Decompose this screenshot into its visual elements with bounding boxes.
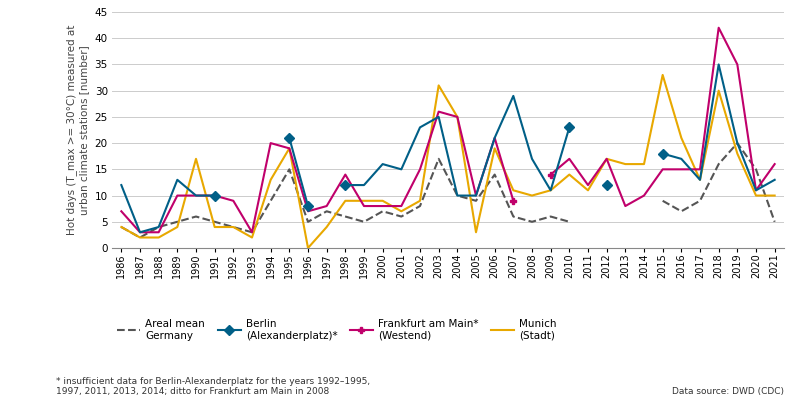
Frankfurt am Main*
(Westend) <box>229 198 238 203</box>
Munich
(Stadt) <box>509 188 518 193</box>
Munich
(Stadt) <box>751 193 761 198</box>
Frankfurt am Main*
(Westend) <box>247 230 257 235</box>
Frankfurt am Main*
(Westend) <box>154 230 163 235</box>
Munich
(Stadt) <box>303 246 313 250</box>
Frankfurt am Main*
(Westend) <box>266 141 275 146</box>
Areal mean
Germany <box>303 219 313 224</box>
Areal mean
Germany <box>210 219 219 224</box>
Frankfurt am Main*
(Westend) <box>490 136 499 140</box>
Areal mean
Germany <box>285 167 294 172</box>
Areal mean
Germany <box>490 172 499 177</box>
Line: Munich
(Stadt): Munich (Stadt) <box>122 75 774 248</box>
Munich
(Stadt) <box>714 88 723 93</box>
Areal mean
Germany <box>471 198 481 203</box>
Areal mean
Germany <box>565 219 574 224</box>
Text: Data source: DWD (CDC): Data source: DWD (CDC) <box>672 387 784 396</box>
Munich
(Stadt) <box>359 198 369 203</box>
Frankfurt am Main*
(Westend) <box>191 193 201 198</box>
Frankfurt am Main*
(Westend) <box>117 209 126 214</box>
Munich
(Stadt) <box>210 225 219 230</box>
Munich
(Stadt) <box>173 225 182 230</box>
Munich
(Stadt) <box>658 72 667 77</box>
Berlin
(Alexanderplatz)* <box>135 230 145 235</box>
Text: * insufficient data for Berlin-Alexanderplatz for the years 1992–1995,
1997, 201: * insufficient data for Berlin-Alexander… <box>56 377 370 396</box>
Munich
(Stadt) <box>135 235 145 240</box>
Areal mean
Germany <box>453 193 462 198</box>
Areal mean
Germany <box>434 156 443 161</box>
Munich
(Stadt) <box>695 178 705 182</box>
Munich
(Stadt) <box>397 209 406 214</box>
Munich
(Stadt) <box>490 146 499 151</box>
Frankfurt am Main*
(Westend) <box>322 204 331 208</box>
Areal mean
Germany <box>135 235 145 240</box>
Munich
(Stadt) <box>453 114 462 119</box>
Frankfurt am Main*
(Westend) <box>135 230 145 235</box>
Frankfurt am Main*
(Westend) <box>173 193 182 198</box>
Munich
(Stadt) <box>639 162 649 166</box>
Areal mean
Germany <box>266 198 275 203</box>
Legend: Areal mean
Germany, Berlin
(Alexanderplatz)*, Frankfurt am Main*
(Westend), Muni: Areal mean Germany, Berlin (Alexanderpla… <box>118 319 557 341</box>
Frankfurt am Main*
(Westend) <box>415 167 425 172</box>
Areal mean
Germany <box>415 204 425 208</box>
Munich
(Stadt) <box>285 146 294 151</box>
Berlin
(Alexanderplatz)* <box>117 183 126 188</box>
Line: Areal mean
Germany: Areal mean Germany <box>122 159 570 238</box>
Munich
(Stadt) <box>154 235 163 240</box>
Areal mean
Germany <box>229 225 238 230</box>
Areal mean
Germany <box>322 209 331 214</box>
Munich
(Stadt) <box>378 198 387 203</box>
Frankfurt am Main*
(Westend) <box>378 204 387 208</box>
Munich
(Stadt) <box>322 225 331 230</box>
Areal mean
Germany <box>509 214 518 219</box>
Frankfurt am Main*
(Westend) <box>471 193 481 198</box>
Munich
(Stadt) <box>770 193 779 198</box>
Munich
(Stadt) <box>191 156 201 161</box>
Munich
(Stadt) <box>117 225 126 230</box>
Berlin
(Alexanderplatz)* <box>191 193 201 198</box>
Areal mean
Germany <box>359 219 369 224</box>
Munich
(Stadt) <box>434 83 443 88</box>
Munich
(Stadt) <box>471 230 481 235</box>
Munich
(Stadt) <box>565 172 574 177</box>
Munich
(Stadt) <box>677 136 686 140</box>
Munich
(Stadt) <box>415 198 425 203</box>
Areal mean
Germany <box>341 214 350 219</box>
Munich
(Stadt) <box>621 162 630 166</box>
Munich
(Stadt) <box>733 151 742 156</box>
Areal mean
Germany <box>154 225 163 230</box>
Frankfurt am Main*
(Westend) <box>509 198 518 203</box>
Frankfurt am Main*
(Westend) <box>453 114 462 119</box>
Munich
(Stadt) <box>266 178 275 182</box>
Frankfurt am Main*
(Westend) <box>397 204 406 208</box>
Berlin
(Alexanderplatz)* <box>173 178 182 182</box>
Frankfurt am Main*
(Westend) <box>210 193 219 198</box>
Munich
(Stadt) <box>247 235 257 240</box>
Frankfurt am Main*
(Westend) <box>285 146 294 151</box>
Munich
(Stadt) <box>527 193 537 198</box>
Line: Berlin
(Alexanderplatz)*: Berlin (Alexanderplatz)* <box>122 180 214 232</box>
Munich
(Stadt) <box>583 188 593 193</box>
Areal mean
Germany <box>397 214 406 219</box>
Munich
(Stadt) <box>229 225 238 230</box>
Frankfurt am Main*
(Westend) <box>303 209 313 214</box>
Munich
(Stadt) <box>602 156 611 161</box>
Areal mean
Germany <box>117 225 126 230</box>
Line: Frankfurt am Main*
(Westend): Frankfurt am Main* (Westend) <box>122 112 514 232</box>
Frankfurt am Main*
(Westend) <box>434 109 443 114</box>
Areal mean
Germany <box>173 219 182 224</box>
Munich
(Stadt) <box>546 188 555 193</box>
Areal mean
Germany <box>378 209 387 214</box>
Y-axis label: Hot days (T_max >= 30°C) measured at
urban climate stations [number]: Hot days (T_max >= 30°C) measured at urb… <box>66 25 89 235</box>
Munich
(Stadt) <box>341 198 350 203</box>
Areal mean
Germany <box>546 214 555 219</box>
Berlin
(Alexanderplatz)* <box>210 193 219 198</box>
Frankfurt am Main*
(Westend) <box>341 172 350 177</box>
Areal mean
Germany <box>527 219 537 224</box>
Frankfurt am Main*
(Westend) <box>359 204 369 208</box>
Areal mean
Germany <box>247 230 257 235</box>
Berlin
(Alexanderplatz)* <box>154 225 163 230</box>
Areal mean
Germany <box>191 214 201 219</box>
